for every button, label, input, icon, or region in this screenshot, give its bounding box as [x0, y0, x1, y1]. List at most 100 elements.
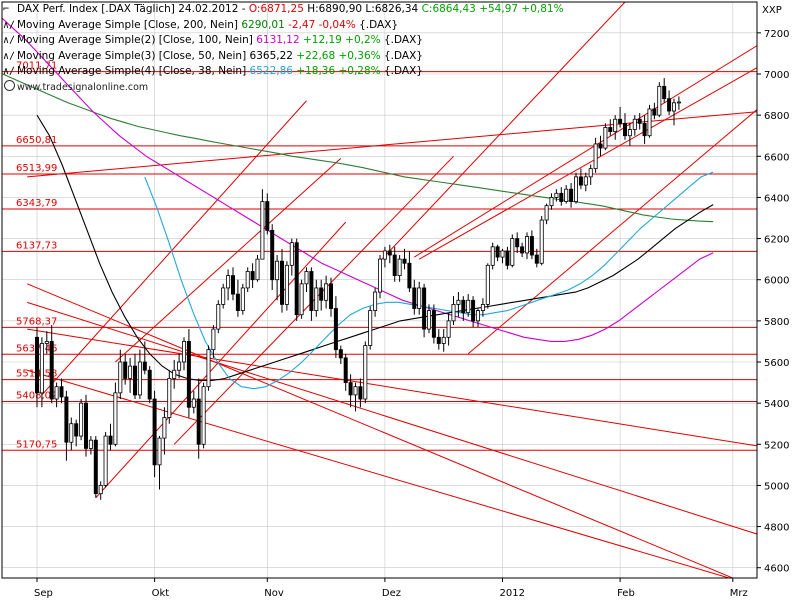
indicator-icon: ∧∕	[3, 19, 16, 31]
level-label: 6513,99	[16, 163, 57, 174]
candle-body	[412, 287, 417, 309]
candle-body	[534, 254, 539, 264]
candle-body	[676, 101, 681, 104]
candle-body	[652, 108, 657, 116]
candle-body	[147, 369, 152, 400]
y-tick-label: 5400	[764, 399, 789, 410]
trend-line	[115, 157, 342, 363]
candle-body	[74, 423, 79, 437]
candle-body	[343, 357, 348, 383]
candle-body	[216, 303, 221, 330]
x-tick-label: Okt	[152, 588, 170, 599]
symbol-label: XXP	[762, 5, 782, 16]
candle-body	[245, 271, 250, 289]
candle-body	[226, 275, 231, 289]
candle-body	[304, 271, 309, 285]
chart-icon: ⌐	[3, 4, 10, 15]
candle-body	[485, 264, 490, 305]
candle-body	[108, 435, 113, 445]
candle-body	[162, 417, 167, 439]
legend: ⌐ DAX Perf. Index [.DAX Täglich] 24.02.20…	[3, 2, 564, 80]
candle-body	[284, 264, 289, 305]
x-tick-label: Sep	[34, 588, 53, 599]
candle-body	[387, 250, 392, 256]
candle-body	[667, 98, 672, 112]
candle-body	[397, 258, 402, 276]
candle-body	[451, 303, 456, 322]
candle-body	[206, 349, 211, 388]
candle-body	[500, 250, 505, 258]
candle-body	[324, 283, 329, 301]
candle-body	[618, 118, 623, 124]
candle-body	[613, 118, 618, 132]
candle-body	[93, 439, 98, 495]
candle-body	[461, 299, 466, 314]
candle-body	[172, 369, 177, 379]
candle-body	[142, 361, 147, 371]
candle-body	[221, 287, 226, 305]
candle-body	[35, 336, 40, 394]
candle-body	[211, 328, 216, 351]
candle-body	[275, 260, 280, 281]
candle-body	[490, 246, 495, 266]
candle-body	[672, 102, 677, 112]
candle-body	[54, 386, 59, 400]
y-tick-label: 4600	[764, 564, 789, 575]
candle-body	[137, 361, 142, 396]
ma200-line	[2, 73, 714, 223]
x-tick-label: Nov	[264, 588, 284, 599]
candle-body	[235, 293, 240, 311]
candle-body	[598, 143, 603, 149]
candle-body	[201, 386, 206, 445]
candle-body	[289, 242, 294, 266]
candle-body	[520, 246, 525, 254]
candle-body	[181, 341, 186, 363]
trend-line	[27, 111, 757, 178]
candle-body	[279, 260, 284, 305]
candle-body	[515, 238, 520, 248]
candle-body	[446, 320, 451, 338]
trend-lines	[27, 2, 757, 578]
candle-body	[475, 310, 480, 322]
y-tick-label: 7000	[764, 70, 789, 81]
indicator-change: +22,68 +0,36%	[296, 49, 384, 62]
legend-indicator-2: ∧∕ Moving Average Simple(2) [Close, 100, …	[3, 33, 564, 49]
y-tick-label: 6200	[764, 235, 789, 246]
y-tick-label: 6800	[764, 111, 789, 122]
candle-body	[319, 287, 324, 301]
candle-body	[79, 402, 84, 437]
date-label: 24.02.2012	[178, 3, 239, 15]
candle-body	[431, 310, 436, 338]
trend-line	[418, 67, 757, 260]
candle-body	[167, 378, 172, 418]
candle-body	[128, 365, 133, 379]
candle-body	[662, 85, 667, 100]
source-label: www.tradesignalonline.com	[4, 80, 148, 93]
candle-body	[118, 361, 123, 394]
candle-body	[230, 275, 235, 295]
candle-body	[544, 205, 549, 221]
trend-line	[379, 2, 626, 262]
candle-body	[593, 143, 598, 170]
candle-body	[240, 287, 245, 311]
y-tick-label: 5200	[764, 440, 789, 451]
candle-body	[44, 341, 49, 344]
level-label: 5768,37	[16, 316, 57, 327]
candle-body	[123, 361, 128, 379]
candle-body	[113, 392, 118, 445]
indicator-value: 6365,22	[249, 49, 297, 62]
candle-body	[608, 127, 613, 133]
trend-line	[414, 45, 757, 258]
indicator-value: 6131,12	[256, 34, 303, 46]
candle-body	[422, 287, 427, 330]
candle-body	[294, 242, 299, 316]
candle-body	[196, 398, 201, 445]
candle-body	[368, 310, 373, 346]
trend-line	[95, 221, 347, 499]
trend-line	[41, 100, 307, 396]
candle-body	[348, 382, 353, 396]
source-text: www.tradesignalonline.com	[17, 82, 149, 93]
candle-body	[657, 85, 662, 116]
plot-frame	[1, 1, 758, 579]
